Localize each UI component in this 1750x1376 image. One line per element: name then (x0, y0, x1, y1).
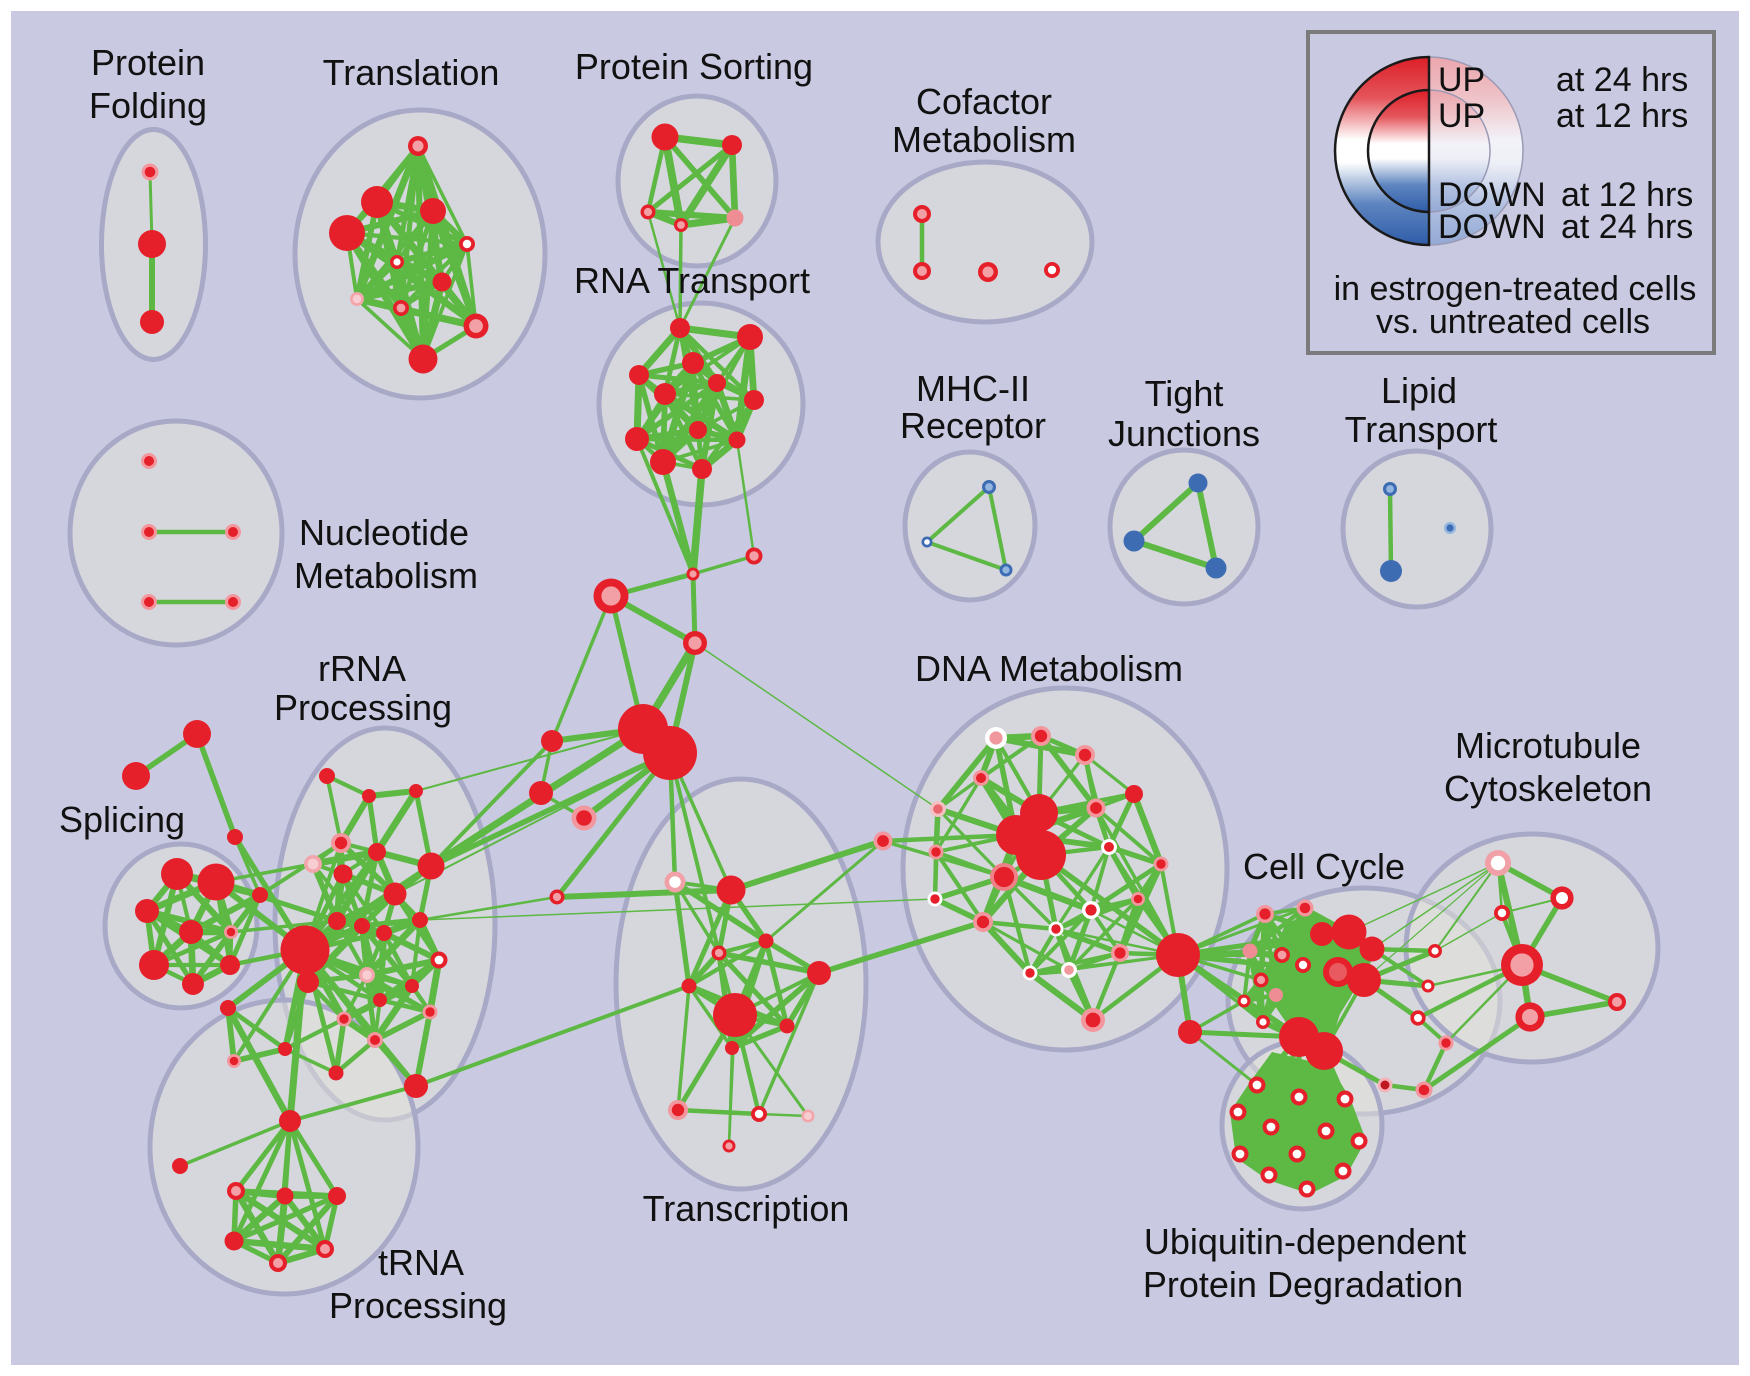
svg-text:Nucleotide: Nucleotide (299, 512, 469, 553)
svg-text:Microtubule: Microtubule (1455, 725, 1641, 766)
svg-text:at 24 hrs: at 24 hrs (1556, 61, 1688, 99)
svg-text:Cofactor: Cofactor (916, 81, 1052, 122)
svg-text:Junctions: Junctions (1108, 413, 1260, 454)
svg-text:Lipid: Lipid (1381, 370, 1457, 411)
svg-text:Processing: Processing (329, 1285, 507, 1326)
svg-text:tRNA: tRNA (378, 1242, 464, 1283)
svg-text:Metabolism: Metabolism (294, 555, 478, 596)
svg-text:Receptor: Receptor (900, 405, 1046, 446)
svg-text:Metabolism: Metabolism (892, 119, 1076, 160)
svg-text:in estrogen-treated cells: in estrogen-treated cells (1334, 270, 1697, 308)
svg-text:Transcription: Transcription (643, 1188, 850, 1229)
svg-text:MHC-II: MHC-II (916, 368, 1030, 409)
svg-text:Folding: Folding (89, 85, 207, 126)
svg-text:at 24 hrs: at 24 hrs (1561, 208, 1693, 246)
svg-text:Transport: Transport (1345, 409, 1498, 450)
svg-text:Protein: Protein (91, 42, 205, 83)
svg-text:at 12 hrs: at 12 hrs (1561, 176, 1693, 214)
svg-text:Protein Sorting: Protein Sorting (575, 46, 813, 87)
svg-text:DOWN: DOWN (1438, 176, 1546, 214)
svg-text:Cytoskeleton: Cytoskeleton (1444, 768, 1652, 809)
svg-text:Cell Cycle: Cell Cycle (1243, 846, 1405, 887)
svg-text:Protein Degradation: Protein Degradation (1143, 1264, 1463, 1305)
svg-text:UP: UP (1438, 97, 1485, 135)
svg-text:UP: UP (1438, 61, 1485, 99)
svg-text:rRNA: rRNA (318, 648, 406, 689)
svg-text:Translation: Translation (323, 52, 500, 93)
svg-text:RNA Transport: RNA Transport (574, 260, 810, 301)
svg-text:vs. untreated cells: vs. untreated cells (1376, 303, 1650, 341)
svg-text:DOWN: DOWN (1438, 208, 1546, 246)
svg-text:at 12 hrs: at 12 hrs (1556, 97, 1688, 135)
svg-text:Splicing: Splicing (59, 799, 185, 840)
svg-text:Processing: Processing (274, 687, 452, 728)
svg-text:DNA Metabolism: DNA Metabolism (915, 648, 1183, 689)
svg-text:Tight: Tight (1145, 373, 1224, 414)
svg-text:Ubiquitin-dependent: Ubiquitin-dependent (1144, 1221, 1466, 1262)
